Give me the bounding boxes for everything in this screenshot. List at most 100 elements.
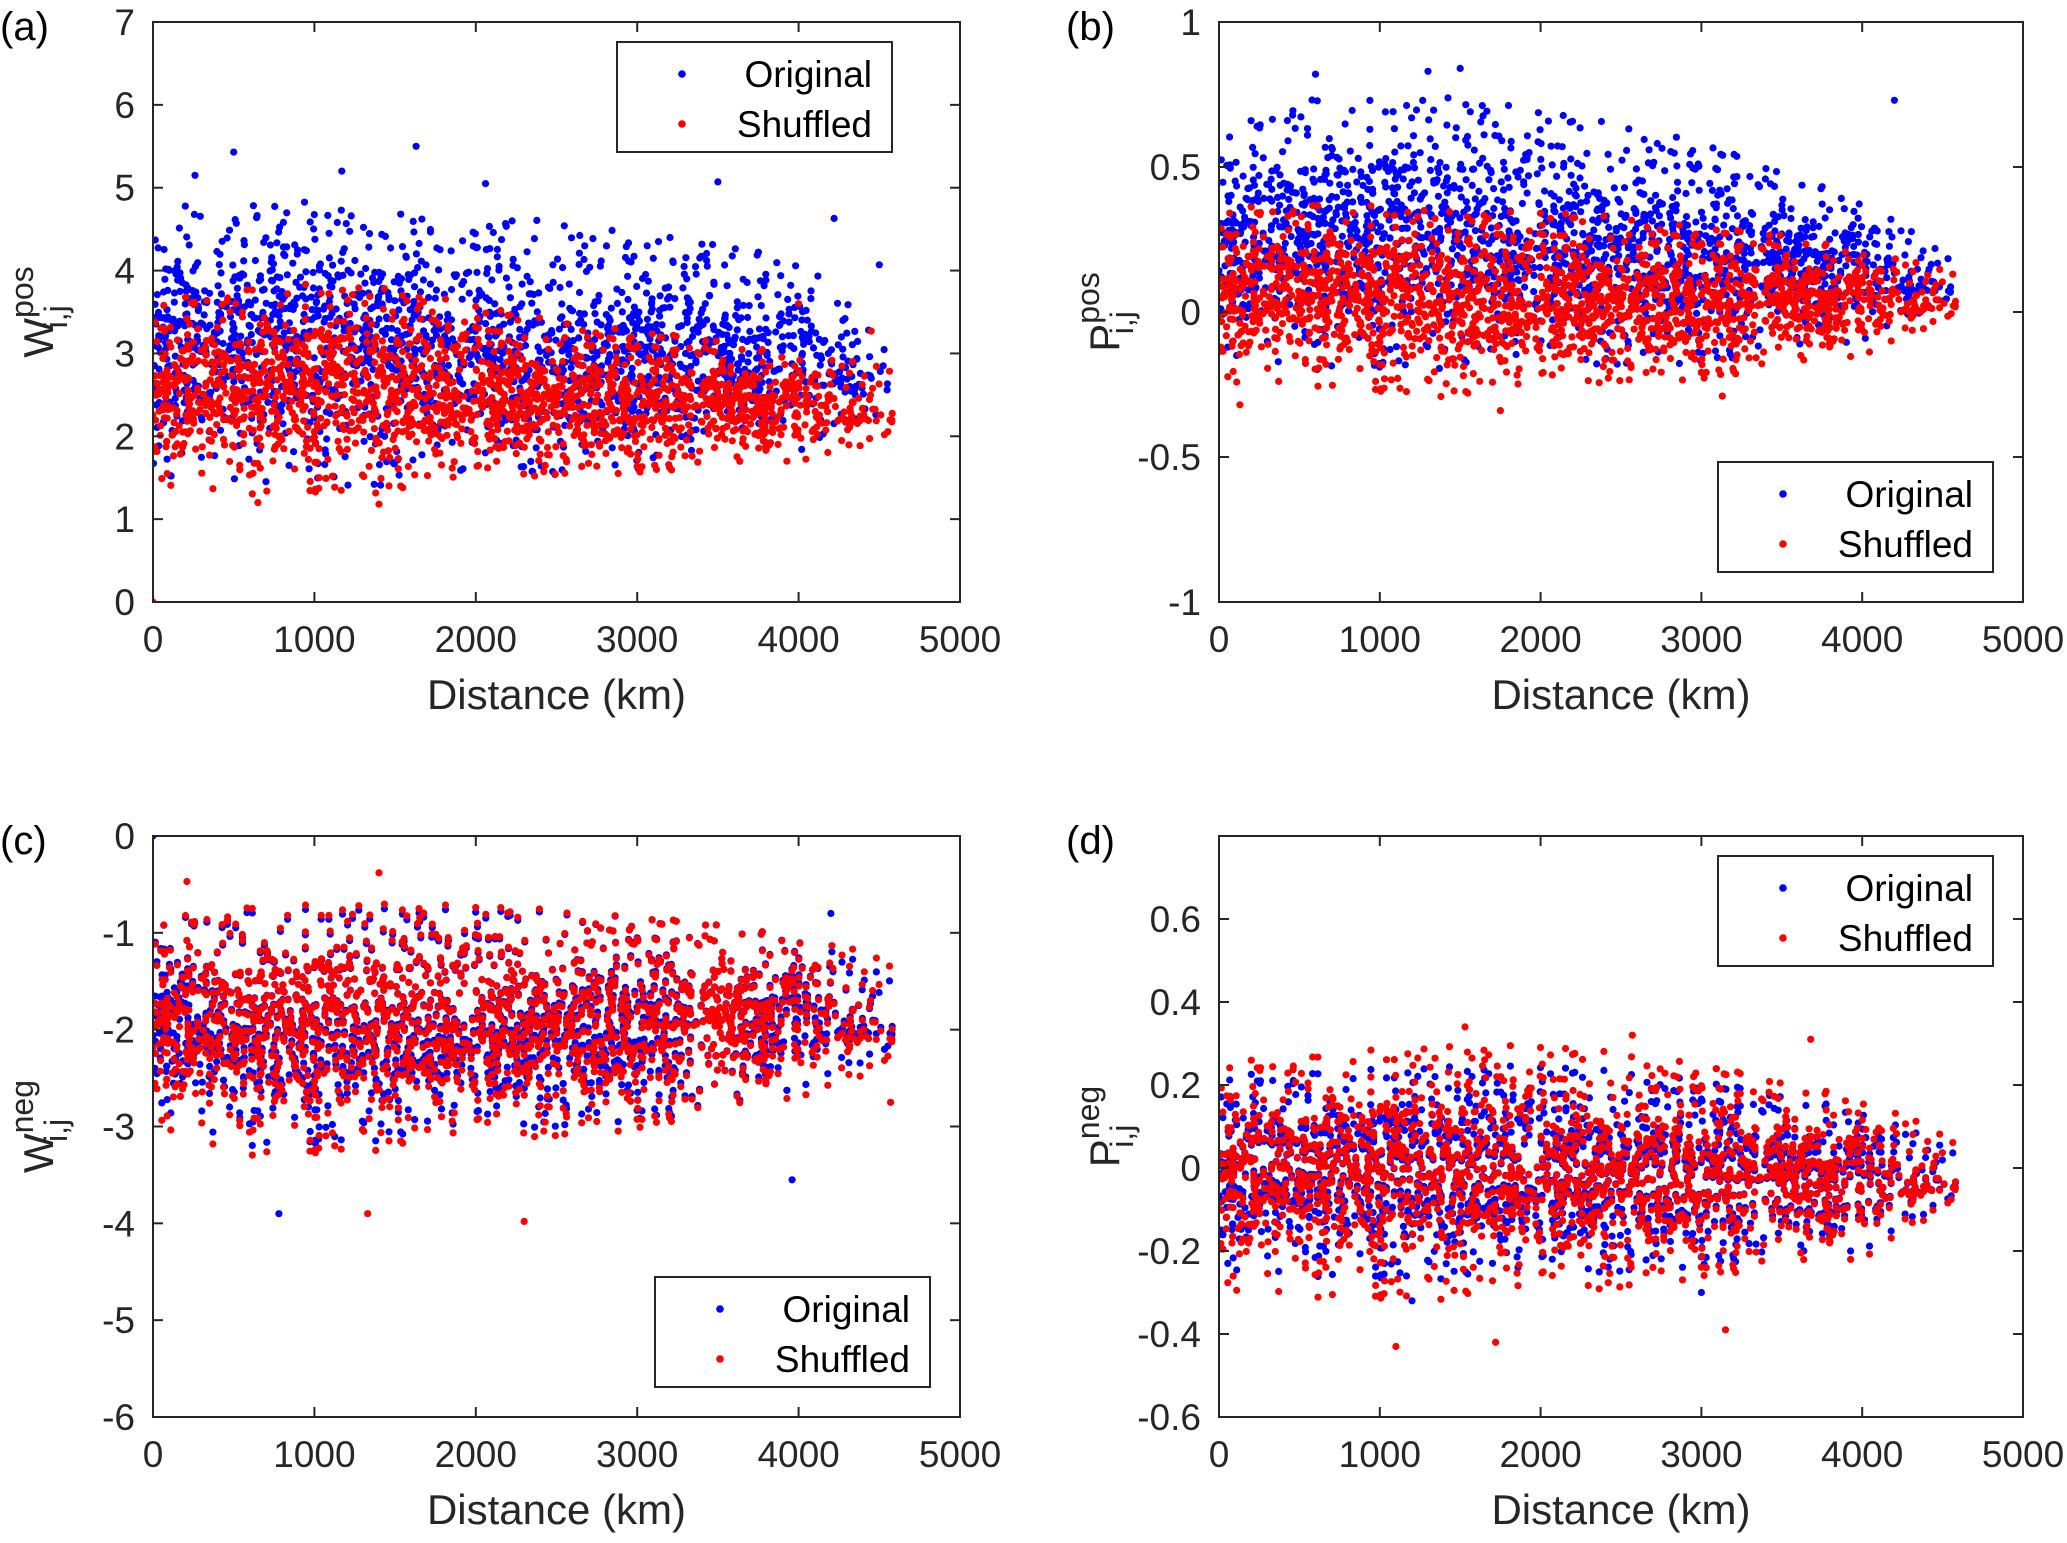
- scatter-point-original: [240, 241, 248, 249]
- scatter-point-shuffled: [196, 398, 204, 406]
- scatter-point-shuffled: [478, 371, 486, 380]
- scatter-point-original: [1648, 217, 1656, 225]
- scatter-point-shuffled: [173, 406, 181, 415]
- scatter-point-original: [262, 478, 270, 486]
- scatter-point-original: [745, 302, 753, 310]
- scatter-point-original: [607, 304, 615, 312]
- scatter-point-shuffled: [286, 371, 294, 379]
- legend-box: [616, 41, 893, 153]
- scatter-point-shuffled: [856, 417, 864, 425]
- scatter-point-shuffled: [666, 436, 674, 445]
- scatter-point-shuffled: [344, 346, 352, 354]
- scatter-point-shuffled: [794, 394, 802, 402]
- scatter-point-original: [292, 278, 300, 286]
- scatter-point-original: [1276, 171, 1284, 179]
- scatter-point-shuffled: [153, 337, 161, 346]
- scatter-point-original: [778, 333, 787, 341]
- scatter-point-shuffled: [405, 352, 413, 360]
- scatter-point-shuffled: [474, 461, 483, 469]
- scatter-point-original: [580, 255, 588, 264]
- scatter-point-original: [1525, 149, 1533, 157]
- scatter-point-shuffled: [194, 387, 202, 395]
- scatter-point-shuffled: [442, 385, 450, 393]
- scatter-point-shuffled: [505, 347, 513, 355]
- scatter-point-shuffled: [516, 409, 524, 417]
- scatter-point-shuffled: [238, 415, 246, 423]
- scatter-point-shuffled: [384, 426, 392, 434]
- scatter-point-original: [237, 332, 245, 340]
- scatter-point-shuffled: [774, 440, 782, 448]
- scatter-point-shuffled: [725, 379, 733, 388]
- scatter-point-shuffled: [493, 364, 501, 372]
- scatter-point-shuffled: [362, 314, 370, 322]
- scatter-point-shuffled: [589, 420, 597, 428]
- scatter-point-shuffled: [578, 414, 587, 422]
- scatter-point-shuffled: [822, 426, 830, 434]
- scatter-point-shuffled: [184, 341, 192, 349]
- scatter-point-shuffled: [719, 424, 727, 433]
- scatter-point-original: [608, 226, 616, 234]
- scatter-point-original: [155, 365, 163, 373]
- scatter-point-shuffled: [163, 438, 171, 446]
- scatter-point-shuffled: [468, 387, 476, 395]
- scatter-point-shuffled: [742, 406, 750, 414]
- scatter-point-original: [388, 365, 396, 373]
- scatter-point-original: [402, 253, 410, 261]
- scatter-point-original: [325, 254, 333, 262]
- scatter-point-shuffled: [222, 389, 230, 397]
- scatter-point-shuffled: [284, 335, 292, 343]
- scatter-point-shuffled: [164, 405, 172, 414]
- scatter-point-original: [311, 313, 319, 321]
- scatter-point-original: [737, 314, 745, 322]
- scatter-point-original: [391, 297, 399, 305]
- scatter-point-shuffled: [737, 376, 745, 384]
- scatter-point-shuffled: [540, 378, 548, 386]
- scatter-point-original: [694, 377, 702, 385]
- scatter-point-original: [1487, 166, 1495, 174]
- scatter-point-shuffled: [184, 331, 192, 339]
- scatter-point-shuffled: [372, 434, 380, 442]
- scatter-point-original: [591, 335, 599, 344]
- scatter-point-shuffled: [631, 437, 640, 445]
- scatter-point-shuffled: [776, 424, 785, 432]
- scatter-point-original: [696, 322, 704, 330]
- scatter-point-shuffled: [408, 362, 416, 370]
- scatter-point-shuffled: [486, 340, 494, 348]
- scatter-point-shuffled: [160, 301, 168, 309]
- scatter-point-original: [559, 264, 567, 272]
- scatter-point-shuffled: [437, 461, 446, 469]
- scatter-point-shuffled: [363, 372, 371, 380]
- scatter-point-shuffled: [638, 463, 646, 471]
- scatter-point-original: [565, 351, 573, 359]
- scatter-point-shuffled: [228, 371, 236, 379]
- scatter-point-original: [482, 246, 490, 254]
- scatter-point-original: [1457, 193, 1465, 201]
- scatter-point-original: [1842, 262, 1850, 270]
- scatter-point-original: [247, 330, 255, 339]
- scatter-point-shuffled: [458, 416, 466, 424]
- scatter-point-original: [733, 304, 741, 312]
- scatter-point-original: [298, 292, 307, 300]
- scatter-point-shuffled: [390, 431, 398, 439]
- scatter-point-shuffled: [602, 449, 610, 457]
- scatter-point-shuffled: [425, 392, 433, 400]
- scatter-point-shuffled: [474, 381, 482, 389]
- scatter-point-original: [214, 282, 222, 290]
- scatter-point-original: [1850, 207, 1858, 215]
- scatter-point-original: [785, 310, 793, 318]
- scatter-point-shuffled: [403, 297, 411, 305]
- scatter-point-original: [393, 327, 401, 335]
- scatter-point-original: [632, 325, 640, 333]
- scatter-point-shuffled: [798, 372, 806, 381]
- scatter-point-original: [533, 216, 541, 224]
- scatter-point-shuffled: [533, 395, 541, 403]
- scatter-point-shuffled: [306, 477, 314, 486]
- scatter-point-original: [555, 325, 564, 333]
- scatter-point-shuffled: [712, 424, 721, 432]
- scatter-point-original-outlier: [191, 171, 199, 179]
- scatter-point-original: [1682, 189, 1690, 198]
- scatter-point-original: [1652, 191, 1660, 199]
- scatter-point-original: [1338, 232, 1346, 240]
- scatter-point-shuffled: [232, 407, 240, 415]
- scatter-point-shuffled: [310, 395, 318, 403]
